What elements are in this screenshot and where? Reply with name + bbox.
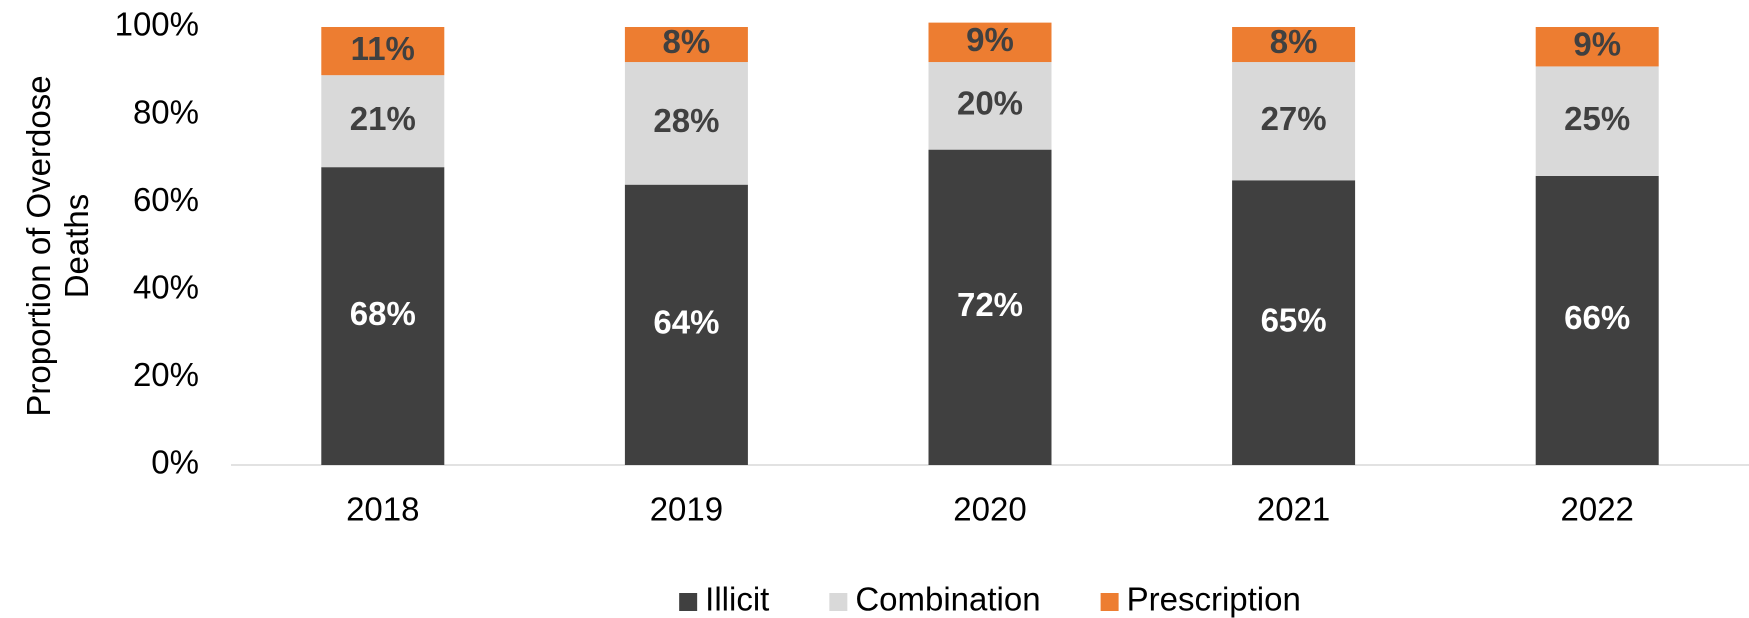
x-tick-label: 2022: [1560, 491, 1633, 528]
data-label: 64%: [653, 304, 719, 341]
legend-swatch: [829, 593, 848, 611]
data-label: 20%: [957, 85, 1023, 122]
data-label: 21%: [350, 100, 416, 137]
data-label: 8%: [1270, 23, 1318, 60]
y-axis-title: Proportion of Overdose Deaths: [20, 75, 95, 417]
legend-label: Prescription: [1127, 581, 1301, 618]
y-tick-label: 0%: [151, 444, 199, 481]
y-tick-label: 60%: [133, 181, 199, 218]
bar-segment: [624, 62, 748, 185]
legend-label: Combination: [855, 581, 1040, 618]
data-label: 27%: [1261, 100, 1327, 137]
y-tick-label: 80%: [133, 93, 199, 130]
x-tick-label: 2020: [953, 491, 1026, 528]
bar-segment: [1535, 66, 1659, 176]
data-label: 72%: [957, 286, 1023, 323]
data-label: 8%: [663, 23, 711, 60]
data-label: 28%: [653, 102, 719, 139]
y-tick-label: 100%: [115, 6, 199, 43]
data-label: 25%: [1564, 100, 1630, 137]
legend-swatch: [1100, 593, 1119, 611]
bar-segment: [624, 184, 748, 465]
x-tick-label: 2019: [650, 491, 723, 528]
data-label: 66%: [1564, 299, 1630, 336]
data-label: 9%: [966, 21, 1014, 58]
bar-segment: [1232, 62, 1356, 181]
y-tick-label: 20%: [133, 356, 199, 393]
bar-segment: [321, 167, 445, 465]
legend-label: Illicit: [705, 581, 769, 618]
bar-segment: [321, 27, 445, 76]
bar-segment: [1535, 27, 1659, 67]
data-label: 11%: [351, 30, 415, 67]
bar-segment: [928, 149, 1052, 465]
data-label: 9%: [1573, 25, 1621, 62]
y-tick-label: 40%: [133, 269, 199, 306]
bar-segment: [928, 22, 1052, 63]
bar-segment: [1232, 27, 1356, 63]
x-tick-label: 2021: [1257, 491, 1330, 528]
legend-swatch: [679, 593, 698, 611]
bar-segment: [624, 27, 748, 63]
x-tick-label: 2018: [346, 491, 419, 528]
bar-segment: [321, 75, 445, 168]
bar-segment: [928, 62, 1052, 150]
bar-segment: [1535, 175, 1659, 466]
data-label: 65%: [1261, 301, 1327, 338]
data-label: 68%: [350, 295, 416, 332]
bar-segment: [1232, 180, 1356, 466]
